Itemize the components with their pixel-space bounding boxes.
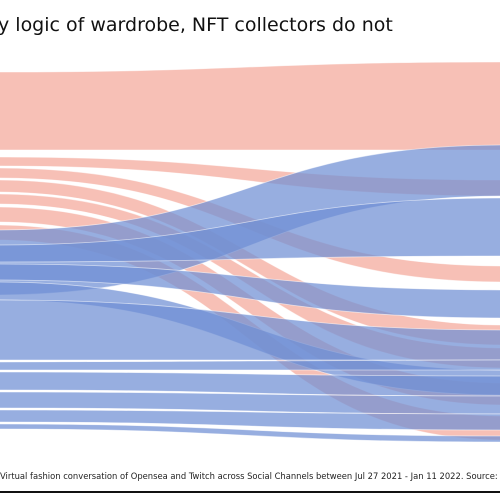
flow-ribbon-blue-14: [0, 391, 500, 415]
flow-ribbon-blue-15: [0, 409, 500, 431]
sankey-flow-chart: [0, 61, 500, 443]
flow-ribbon-pink-0: [0, 61, 500, 151]
flow-ribbon-blue-9: [0, 263, 500, 319]
flow-ribbon-blue-16: [0, 423, 500, 443]
flow-ribbon-blue-8: [0, 197, 500, 263]
flow-ribbon-blue-11: [0, 299, 500, 361]
flow-ribbon-blue-12: [0, 359, 500, 371]
source-footnote: Virtual fashion conversation of Opensea …: [0, 471, 500, 481]
footer-divider: [0, 491, 500, 493]
flow-ribbon-blue-13: [0, 371, 500, 397]
chart-title: y logic of wardrobe, NFT collectors do n…: [0, 14, 393, 36]
